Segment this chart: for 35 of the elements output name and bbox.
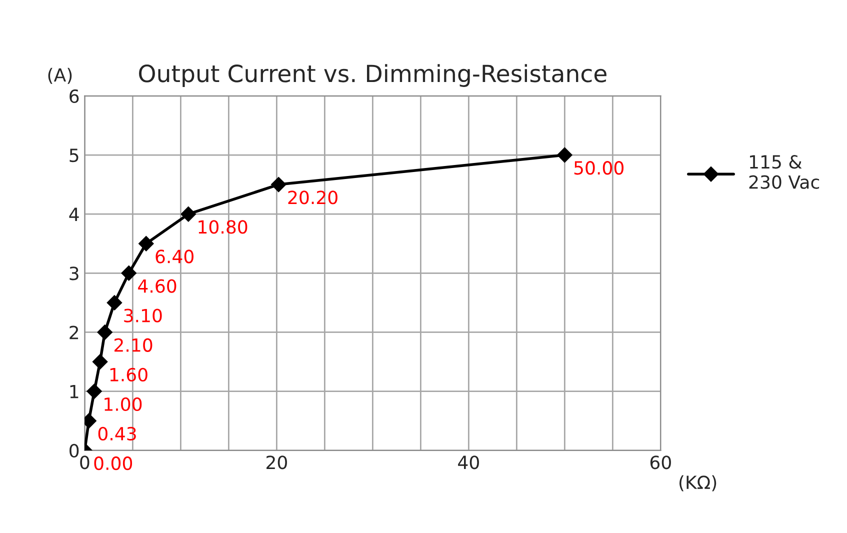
point <box>106 295 122 310</box>
y-tick-label: 5 <box>70 148 78 162</box>
point <box>271 176 286 192</box>
y-tick-label: 4 <box>69 208 79 221</box>
annotation: 1.00 <box>104 397 142 412</box>
y-tick-label: 6 <box>70 89 79 104</box>
y-axis-title: (A) <box>48 68 72 84</box>
annotation: 20.20 <box>288 190 338 204</box>
point <box>180 206 196 222</box>
x-tick-label: 20 <box>266 456 287 470</box>
annotation: 0.00 <box>94 456 132 470</box>
y-tick-label: 0 <box>70 444 79 458</box>
point <box>557 147 572 163</box>
annotation: 2.10 <box>114 338 152 352</box>
point <box>86 384 102 399</box>
annotation: 10.80 <box>198 220 248 234</box>
x-tick-label: 60 <box>650 456 671 470</box>
y-tick-label: 3 <box>70 266 78 280</box>
x-tick-label: 0 <box>80 456 90 470</box>
y-tick-label: 1 <box>70 385 78 398</box>
point <box>92 354 108 370</box>
annotation: 50.00 <box>574 161 624 175</box>
annotation: 1.60 <box>110 368 148 382</box>
legend-label: 115 & 230 Vac <box>749 155 820 189</box>
point <box>121 266 136 281</box>
annotation: 0.43 <box>98 426 136 441</box>
annotation: 6.40 <box>156 250 194 264</box>
annotation: 3.10 <box>124 308 162 322</box>
annotation: 4.60 <box>138 279 176 293</box>
point <box>97 324 112 340</box>
x-tick-label: 40 <box>458 456 479 470</box>
y-tick-label: 2 <box>70 326 78 340</box>
x-axis-title: (KΩ) <box>679 475 716 492</box>
point <box>138 236 154 252</box>
chart-title: Output Current vs. Dimming-Resistance <box>139 64 606 87</box>
